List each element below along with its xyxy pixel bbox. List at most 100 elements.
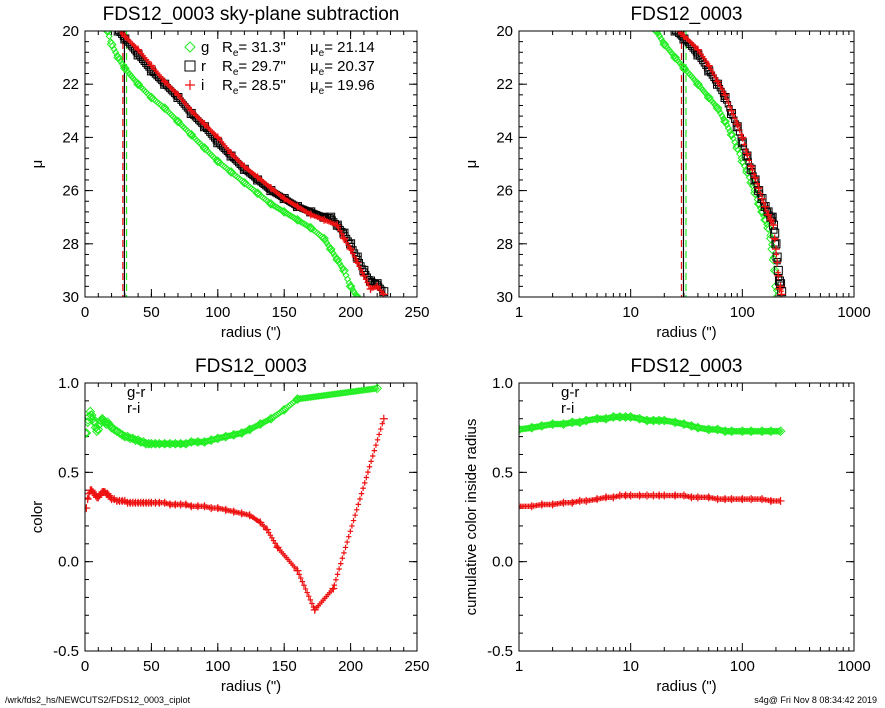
series-g	[651, 31, 783, 297]
x-tick-label: 1	[515, 304, 523, 321]
legend: g-rr-i	[127, 384, 145, 417]
data-point-diamond	[656, 32, 664, 40]
data-point-plus	[298, 575, 304, 581]
data-point-diamond	[116, 57, 124, 65]
data-point-plus	[364, 279, 370, 286]
data-point-plus	[757, 194, 766, 203]
x-tick-label: 250	[404, 658, 429, 675]
data-point-plus	[350, 250, 356, 257]
legend-effective-mu-i: μe= 19.96	[310, 77, 375, 97]
data-point-diamond	[679, 419, 689, 430]
data-point-plus	[548, 500, 557, 509]
y-tick-label: 28	[62, 236, 79, 253]
data-point-diamond	[327, 246, 336, 255]
plot-area	[519, 412, 786, 511]
data-point-diamond	[746, 177, 757, 188]
data-point-plus	[757, 190, 764, 197]
data-point-diamond	[245, 425, 254, 434]
data-point-diamond	[261, 417, 270, 426]
data-point-diamond	[85, 406, 96, 417]
series-ri	[519, 491, 785, 511]
data-point-plus	[304, 589, 310, 596]
data-point-diamond	[686, 420, 697, 431]
x-tick-label: 10	[622, 658, 639, 675]
data-point-diamond	[133, 435, 144, 446]
data-point-plus	[310, 605, 319, 614]
data-point-plus	[200, 502, 209, 511]
plot-area	[102, 31, 389, 304]
data-point-plus	[559, 498, 568, 507]
data-point-plus	[746, 157, 752, 164]
data-point-plus	[173, 90, 182, 99]
data-point-diamond	[654, 31, 662, 38]
data-point-plus	[256, 518, 265, 527]
x-tick-label: 1000	[837, 658, 870, 675]
data-point-plus	[527, 502, 536, 511]
data-point-plus	[293, 566, 302, 575]
data-point-diamond	[159, 103, 170, 114]
data-point-plus	[366, 285, 375, 294]
y-tick-label: 30	[62, 289, 79, 306]
data-point-plus	[378, 426, 384, 432]
data-point-plus	[733, 120, 742, 129]
data-point-square	[670, 31, 680, 36]
data-point-plus	[609, 493, 618, 502]
data-point-plus	[736, 127, 743, 133]
data-point-diamond	[357, 298, 363, 304]
chart-title: FDS12_0003	[195, 356, 307, 377]
data-point-plus	[774, 271, 783, 280]
data-point-diamond	[746, 426, 757, 437]
data-point-plus	[751, 173, 760, 182]
legend-label-gr: g-r	[127, 384, 145, 401]
y-tick-label: 24	[496, 129, 513, 146]
data-point-plus	[743, 147, 749, 153]
data-point-plus	[717, 83, 724, 90]
x-tick-label: 150	[272, 658, 297, 675]
data-point-plus	[362, 480, 368, 486]
data-point-plus	[365, 469, 371, 475]
data-point-diamond	[720, 116, 730, 127]
data-point-diamond	[670, 417, 681, 428]
data-point-plus	[719, 86, 725, 92]
data-point-diamond	[150, 438, 161, 449]
data-point-diamond	[263, 417, 271, 425]
data-point-diamond	[143, 438, 154, 449]
data-point-plus	[147, 61, 156, 70]
data-point-plus	[253, 173, 262, 182]
data-point-plus	[307, 597, 314, 603]
x-tick-label: 200	[338, 658, 363, 675]
data-point-diamond	[122, 431, 133, 442]
data-point-diamond	[228, 429, 239, 440]
data-point-plus	[370, 453, 376, 459]
data-point-diamond	[106, 39, 117, 50]
data-point-plus	[338, 231, 345, 237]
data-point-diamond	[212, 156, 223, 167]
x-tick-label: 150	[272, 304, 297, 321]
data-point-plus	[766, 215, 775, 224]
x-axis-label: radius (")	[656, 678, 716, 695]
data-point-plus	[379, 290, 388, 297]
y-tick-label: 22	[496, 76, 513, 93]
y-tick-label: -0.5	[53, 643, 79, 660]
data-point-diamond	[721, 118, 729, 126]
data-point-diamond	[568, 418, 576, 426]
y-tick-label: 1.0	[492, 375, 513, 392]
data-point-diamond	[111, 426, 122, 437]
y-tick-label: 20	[62, 23, 79, 40]
data-point-plus	[336, 566, 342, 572]
data-point-diamond	[237, 429, 246, 437]
data-point-diamond	[279, 206, 290, 217]
y-tick-label: 0.0	[492, 554, 513, 571]
data-point-diamond	[93, 424, 104, 435]
data-point-plus	[770, 234, 779, 243]
data-point-diamond	[133, 79, 144, 90]
data-point-plus	[371, 447, 378, 454]
data-point-plus	[106, 493, 115, 502]
data-point-plus	[240, 162, 249, 171]
y-axis-label: cumulative color inside radius	[463, 419, 480, 616]
data-point-plus	[302, 586, 309, 592]
data-point-diamond	[659, 39, 670, 50]
data-point-diamond	[212, 433, 223, 444]
